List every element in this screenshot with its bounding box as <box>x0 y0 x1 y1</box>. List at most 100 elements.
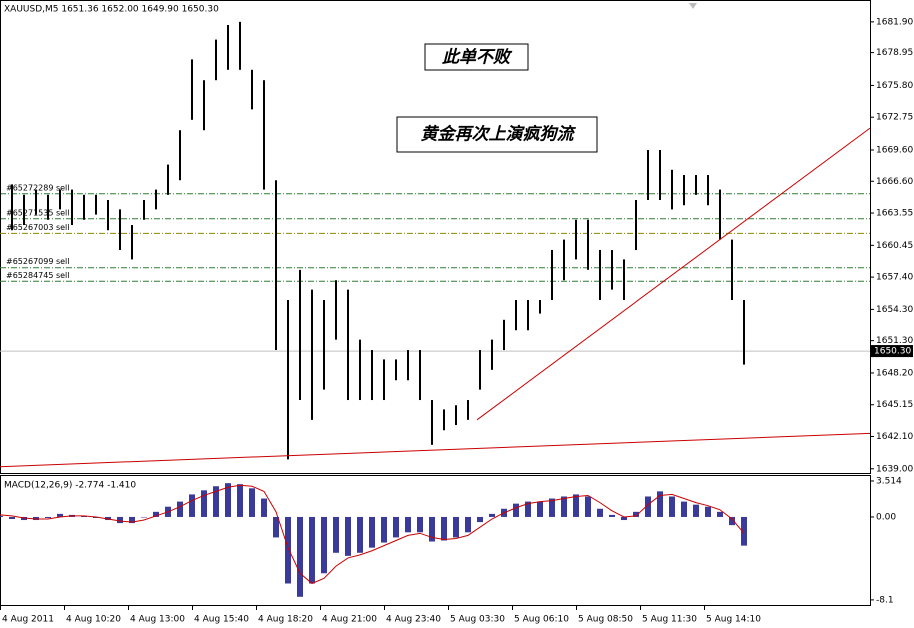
macd-panel <box>0 475 871 606</box>
macd-bar <box>429 516 435 542</box>
x-tick-label: 5 Aug 14:10 <box>706 615 761 625</box>
macd-bar <box>21 516 27 521</box>
x-tick-label: 4 Aug 21:00 <box>322 615 377 625</box>
macd-bar <box>441 516 447 541</box>
macd-bar <box>105 516 111 521</box>
macd-bar <box>489 513 495 517</box>
x-tick-label: 4 Aug 18:20 <box>258 615 313 625</box>
x-tick-label: 5 Aug 06:10 <box>514 615 569 625</box>
macd-bar <box>693 504 699 517</box>
x-tick-label: 4 Aug 23:40 <box>386 615 441 625</box>
y-tick-label: 1651.30 <box>876 336 913 346</box>
macd-bar <box>297 516 303 597</box>
y-tick-label: 1639.00 <box>876 464 913 474</box>
macd-bar <box>201 490 207 517</box>
y-tick-label: 1663.55 <box>876 209 913 219</box>
x-tick-label: 5 Aug 11:30 <box>642 615 697 625</box>
macd-bar <box>261 498 267 517</box>
macd-bar <box>417 516 423 533</box>
annotation: 此单不败 <box>442 48 513 68</box>
macd-bar <box>705 506 711 517</box>
macd-bar <box>477 516 483 523</box>
macd-bar <box>645 496 651 517</box>
macd-bar <box>117 516 123 524</box>
macd-bar <box>81 515 87 517</box>
y-tick-label: 1678.95 <box>876 48 913 58</box>
macd-bar <box>609 514 615 517</box>
y-tick-label: 1675.80 <box>876 81 913 91</box>
macd-bar <box>333 516 339 553</box>
y-tick-label: 1654.30 <box>876 305 913 315</box>
x-tick-label: 5 Aug 08:50 <box>578 615 633 625</box>
macd-bar <box>597 508 603 517</box>
macd-bar <box>357 516 363 553</box>
macd-bar <box>189 494 195 517</box>
macd-bar <box>405 516 411 533</box>
order-label: #65267003 sell <box>6 223 70 232</box>
macd-bar <box>285 516 291 584</box>
signal-line <box>0 484 745 585</box>
macd-bar <box>393 516 399 538</box>
trendline <box>0 432 871 468</box>
macd-bar <box>573 494 579 517</box>
last-price-label: 1650.30 <box>874 347 911 357</box>
scroll-icon[interactable] <box>689 3 697 9</box>
macd-bar <box>537 501 543 517</box>
macd-bar <box>45 516 51 518</box>
macd-bar <box>381 516 387 543</box>
x-tick-label: 5 Aug 03:30 <box>450 615 505 625</box>
macd-bar <box>681 501 687 517</box>
macd-bar <box>513 503 519 517</box>
macd-bar <box>453 516 459 538</box>
macd-bar <box>273 516 279 538</box>
macd-bar <box>585 496 591 517</box>
last-price-box <box>871 345 913 358</box>
macd-bar <box>345 516 351 556</box>
macd-bar <box>141 516 147 518</box>
order-label: #65284745 sell <box>6 271 70 280</box>
annotation-box <box>396 116 598 153</box>
annotation-box <box>424 43 529 71</box>
macd-bar <box>549 498 555 517</box>
macd-bar <box>657 491 663 517</box>
y-tick-label: 1642.10 <box>876 432 913 442</box>
y-tick-label: 1657.40 <box>876 273 913 283</box>
macd-title: MACD(12,26,9) -2.774 -1.410 <box>4 481 136 491</box>
macd-bar <box>129 516 135 524</box>
trendline <box>476 127 871 421</box>
macd-bar <box>669 496 675 517</box>
y-tick-label: 1672.75 <box>876 113 913 123</box>
macd-bar <box>369 516 375 548</box>
x-tick-label: 4 Aug 10:20 <box>66 615 121 625</box>
macd-bar <box>633 511 639 517</box>
macd-bar <box>741 516 747 546</box>
macd-bar <box>153 511 159 517</box>
macd-bar <box>93 516 99 518</box>
annotation: 黄金再次上演疯狗流 <box>421 125 577 145</box>
macd-bar <box>33 516 39 521</box>
y-tick-label: 1660.45 <box>876 241 913 251</box>
macd-bar <box>309 516 315 584</box>
y-tick-label: 1669.60 <box>876 146 913 156</box>
macd-bar <box>717 511 723 517</box>
macd-bar <box>249 488 255 517</box>
x-tick-label: 4 Aug 2011 <box>2 615 54 625</box>
macd-bar <box>213 486 219 517</box>
macd-bar <box>57 513 63 517</box>
y-tick-label: -8.1 <box>876 595 894 605</box>
y-tick-label: 1648.20 <box>876 368 913 378</box>
macd-bar <box>525 501 531 517</box>
macd-bar <box>321 516 327 574</box>
y-tick-label: 1681.90 <box>876 17 913 27</box>
y-tick-label: 3.514 <box>876 476 902 486</box>
macd-bar <box>177 501 183 517</box>
order-label: #65267099 sell <box>6 257 70 266</box>
macd-bar <box>729 516 735 526</box>
macd-bar <box>225 483 231 517</box>
macd-bar <box>465 516 471 533</box>
y-tick-label: 1645.15 <box>876 400 913 410</box>
order-label: #65272289 sell <box>6 183 70 192</box>
macd-bar <box>561 496 567 517</box>
y-tick-label: 0.00 <box>876 512 896 522</box>
